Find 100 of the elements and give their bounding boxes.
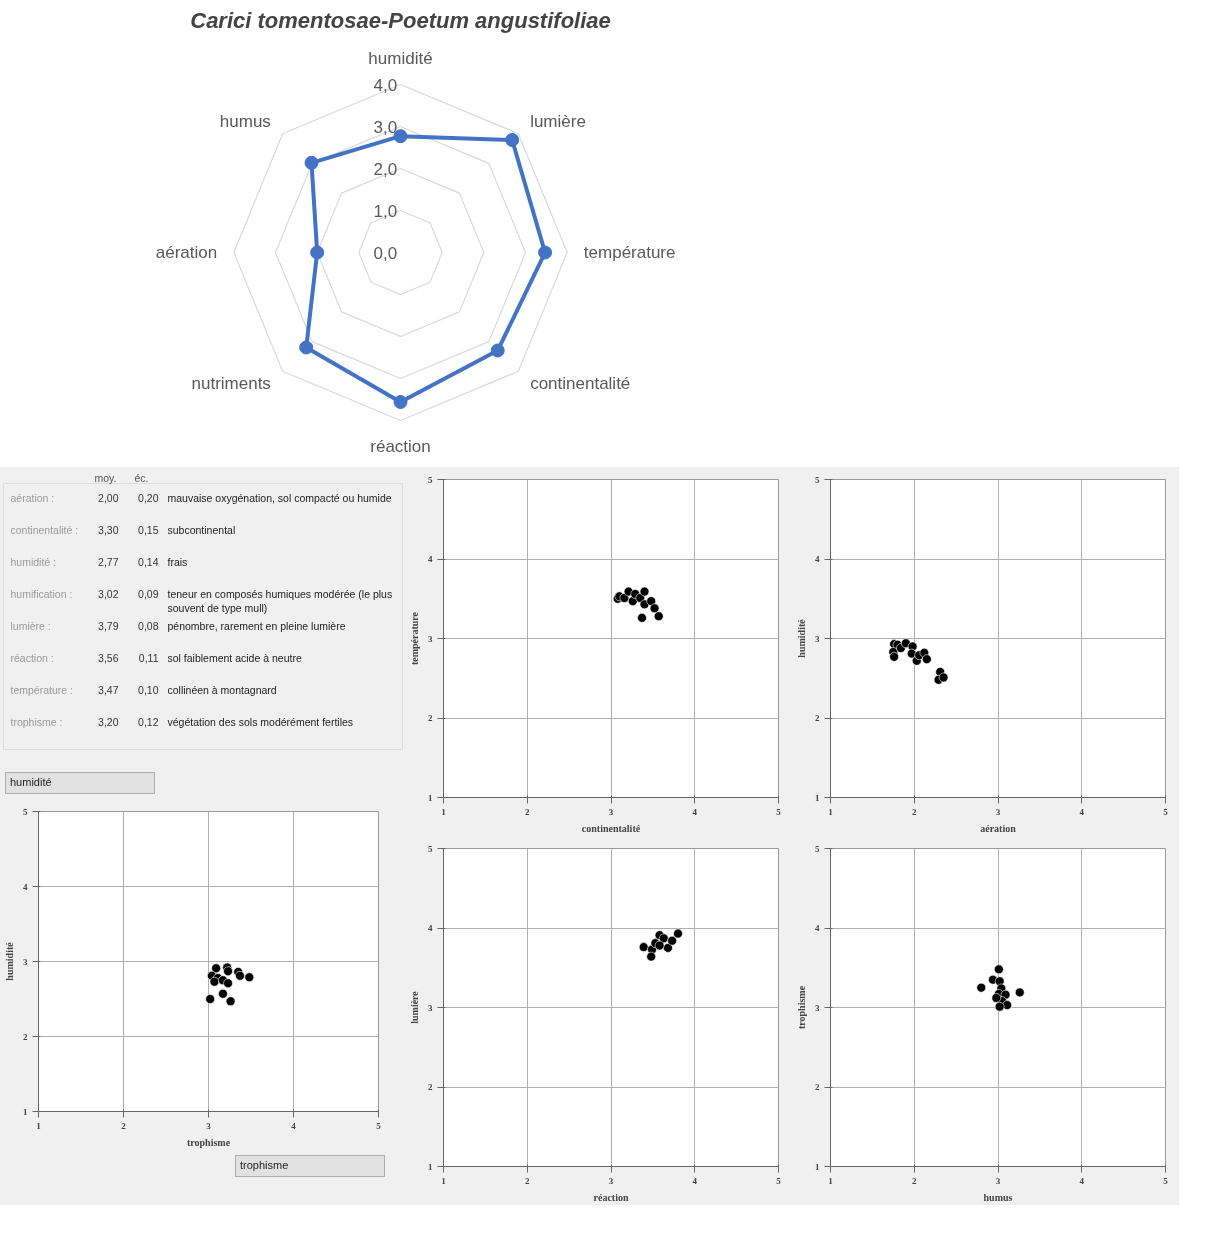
y-tick-label: 3 bbox=[815, 633, 820, 644]
text: trophisme : bbox=[10, 715, 63, 728]
y-axis-title: trophisme bbox=[796, 985, 807, 1030]
text: 0,20 bbox=[138, 491, 159, 504]
x-tick-label: 3 bbox=[206, 1120, 212, 1131]
x-tick-label: 3 bbox=[608, 1175, 614, 1186]
chart-title: Carici tomentosae-Poetum angustifoliae bbox=[190, 7, 611, 33]
text: 3,30 bbox=[98, 523, 119, 536]
text: 2,00 bbox=[98, 491, 119, 504]
x-axis-title: humus bbox=[983, 1191, 1013, 1203]
text: frais bbox=[167, 555, 188, 568]
x-tick-label: 2 bbox=[525, 1175, 530, 1186]
spoke-label: nutriments bbox=[191, 373, 271, 393]
y-tick-label: 1 bbox=[23, 1106, 28, 1117]
text: 2,77 bbox=[98, 555, 119, 568]
y-tick-label: 1 bbox=[815, 792, 820, 803]
y-axis-title: lumière bbox=[409, 990, 420, 1024]
y-tick-label: 3,0 bbox=[373, 117, 398, 137]
y-tick-label: 3 bbox=[428, 1002, 433, 1013]
text: 3,56 bbox=[98, 651, 119, 664]
y-tick-label: 1,0 bbox=[373, 201, 398, 221]
text: moy. bbox=[94, 471, 117, 484]
text: aération : bbox=[10, 491, 55, 504]
text: humification : bbox=[10, 587, 73, 600]
text: 3,02 bbox=[98, 587, 119, 600]
x-tick-label: 1 bbox=[828, 806, 834, 817]
y-tick-label: 2,0 bbox=[373, 159, 398, 179]
text: sol faiblement acide à neutre bbox=[167, 651, 302, 664]
y-tick-label: 1 bbox=[428, 1161, 433, 1172]
text: trophisme bbox=[240, 1158, 289, 1173]
x-axis-title: continentalité bbox=[581, 822, 641, 834]
x-axis-title: réaction bbox=[593, 1191, 629, 1203]
spoke-label: continentalité bbox=[530, 373, 631, 393]
x-tick-label: 5 bbox=[776, 806, 782, 817]
y-axis-title: humidité bbox=[10, 775, 52, 790]
y-tick-label: 2 bbox=[815, 713, 820, 723]
x-axis-title: trophisme bbox=[186, 1136, 231, 1148]
text: 3,20 bbox=[98, 715, 119, 728]
x-tick-label: 3 bbox=[608, 806, 614, 817]
y-tick-label: 5 bbox=[815, 843, 820, 854]
x-tick-label: 4 bbox=[692, 1175, 698, 1186]
text: lumière : bbox=[10, 619, 51, 632]
text: température : bbox=[10, 683, 73, 696]
text: 0,10 bbox=[138, 683, 159, 696]
y-axis-title: température bbox=[409, 611, 420, 666]
x-tick-label: 4 bbox=[1079, 1175, 1085, 1186]
text: 3,47 bbox=[98, 683, 119, 696]
x-tick-label: 2 bbox=[525, 806, 530, 817]
text: réaction : bbox=[10, 651, 54, 664]
x-tick-label: 3 bbox=[995, 806, 1001, 817]
x-tick-label: 1 bbox=[36, 1120, 42, 1131]
x-axis-title: aération bbox=[980, 822, 1017, 834]
y-tick-label: 2 bbox=[428, 713, 433, 723]
text: 0,14 bbox=[138, 555, 159, 568]
text: humidité : bbox=[10, 555, 57, 568]
text: 0,09 bbox=[138, 587, 159, 600]
text: mauvaise oxygénation, sol compacté ou humide bbox=[167, 491, 392, 504]
x-tick-label: 4 bbox=[291, 1120, 297, 1131]
y-tick-label: 2 bbox=[23, 1031, 28, 1042]
y-tick-label: 4,0 bbox=[373, 75, 398, 95]
y-axis-title: humidité bbox=[796, 618, 807, 658]
y-tick-label: 1 bbox=[815, 1161, 820, 1172]
x-tick-label: 3 bbox=[995, 1175, 1001, 1186]
spoke-label: lumière bbox=[530, 112, 586, 132]
y-tick-label: 4 bbox=[23, 881, 28, 892]
text: humidité bbox=[4, 941, 15, 981]
spoke-label: humidité bbox=[368, 48, 433, 68]
y-tick-label: 2 bbox=[815, 1082, 820, 1092]
y-tick-label: 4 bbox=[428, 554, 433, 564]
text: collinéen à montagnard bbox=[167, 683, 277, 696]
x-tick-label: 1 bbox=[441, 1175, 447, 1186]
y-tick-label: 4 bbox=[428, 923, 433, 933]
y-tick-label: 5 bbox=[815, 474, 820, 485]
text: teneur en composés humiques modérée (le plus souvent de type mull) bbox=[167, 587, 393, 614]
y-tick-label: 5 bbox=[428, 843, 433, 854]
spoke-label: température bbox=[583, 243, 676, 262]
x-tick-label: 4 bbox=[692, 806, 698, 817]
y-tick-label: 5 bbox=[428, 474, 433, 485]
y-tick-label: 4 bbox=[815, 554, 820, 564]
spoke-label: aération bbox=[155, 243, 218, 262]
text: 0,12 bbox=[138, 715, 159, 728]
y-tick-label: 2 bbox=[428, 1082, 433, 1092]
text: 0,08 bbox=[138, 619, 159, 632]
spoke-label: réaction bbox=[370, 437, 431, 457]
x-tick-label: 2 bbox=[121, 1120, 127, 1131]
text: pénombre, rarement en pleine lumière bbox=[167, 619, 346, 632]
text: végétation des sols modérément fertiles bbox=[167, 715, 354, 728]
x-tick-label: 5 bbox=[1163, 1175, 1169, 1186]
x-tick-label: 2 bbox=[912, 806, 917, 817]
x-tick-label: 4 bbox=[1079, 806, 1085, 817]
x-tick-label: 5 bbox=[776, 1175, 782, 1186]
y-tick-label: 3 bbox=[23, 956, 28, 967]
text: continentalité : bbox=[10, 523, 79, 536]
text: subcontinental bbox=[167, 523, 236, 536]
y-tick-label: 4 bbox=[815, 923, 820, 933]
y-tick-label: 3 bbox=[428, 633, 433, 644]
text: 0,15 bbox=[138, 523, 159, 536]
y-tick-label: 0,0 bbox=[373, 243, 398, 263]
x-tick-label: 1 bbox=[828, 1175, 834, 1186]
x-tick-label: 5 bbox=[1163, 806, 1169, 817]
